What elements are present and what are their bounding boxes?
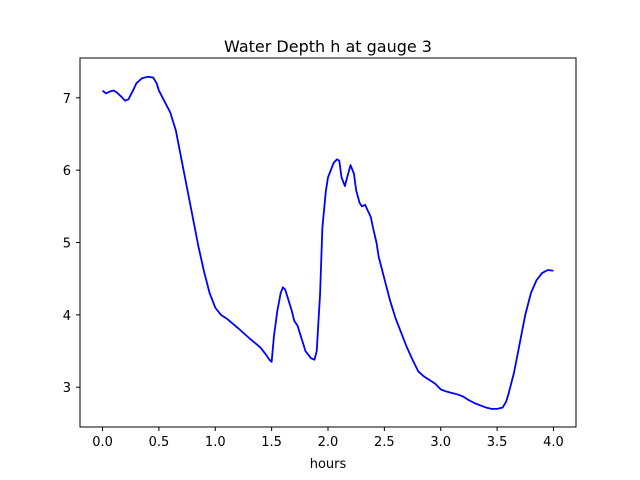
y-axis: 3 4 5 6 7 bbox=[63, 92, 80, 396]
y-tick-label: 6 bbox=[63, 164, 71, 179]
y-tick-label: 7 bbox=[63, 92, 71, 107]
x-tick-label: 0.5 bbox=[149, 435, 170, 450]
chart-title: Water Depth h at gauge 3 bbox=[224, 37, 432, 56]
x-tick-label: 1.0 bbox=[205, 435, 226, 450]
x-axis-label: hours bbox=[310, 457, 347, 472]
x-tick-label: 0.0 bbox=[92, 435, 113, 450]
x-tick-label: 4.0 bbox=[543, 435, 564, 450]
plot-area bbox=[101, 75, 554, 410]
y-tick-label: 5 bbox=[63, 237, 71, 252]
x-tick-label: 3.0 bbox=[430, 435, 451, 450]
x-tick-label: 1.5 bbox=[261, 435, 282, 450]
axes-frame bbox=[79, 57, 577, 428]
x-axis: 0.0 0.5 1.0 1.5 2.0 2.5 3.0 3.5 4.0 bbox=[92, 427, 564, 450]
x-tick-label: 3.5 bbox=[487, 435, 508, 450]
series-line-0 bbox=[101, 75, 554, 410]
x-tick-label: 2.5 bbox=[374, 435, 395, 450]
y-tick-label: 3 bbox=[63, 381, 71, 396]
x-tick-label: 2.0 bbox=[318, 435, 339, 450]
y-tick-label: 4 bbox=[63, 309, 71, 324]
